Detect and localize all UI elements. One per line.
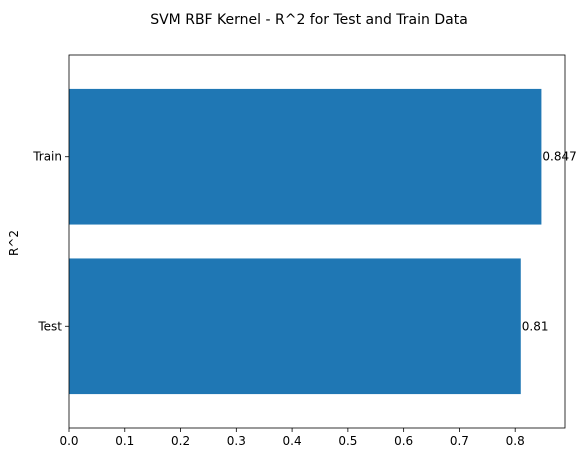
x-tick-label: 0.0 (59, 434, 78, 448)
x-tick-label: 0.3 (227, 434, 246, 448)
value-label-test: 0.81 (522, 319, 549, 333)
x-tick-label: 0.5 (338, 434, 357, 448)
x-tick-label: 0.8 (506, 434, 525, 448)
x-tick-label: 0.7 (450, 434, 469, 448)
x-tick-label: 0.4 (283, 434, 302, 448)
x-tick-label: 0.1 (115, 434, 134, 448)
bar-train (69, 88, 542, 225)
x-tick-label: 0.6 (394, 434, 413, 448)
plot-area: 0.81 Test 0.847 Train 0.0 0.1 0.2 0.3 0.4 0.5 0.6 0… (32, 54, 577, 448)
x-tick-label: 0.2 (171, 434, 190, 448)
bar-test (69, 258, 521, 395)
value-label-train: 0.847 (542, 150, 576, 164)
y-tick-label-train: Train (32, 150, 62, 164)
plot-frame (68, 54, 566, 429)
chart-title: SVM RBF Kernel - R^2 for Test and Train … (150, 12, 468, 28)
y-tick-label-test: Test (37, 319, 62, 333)
y-axis-label: R^2 (7, 230, 21, 256)
